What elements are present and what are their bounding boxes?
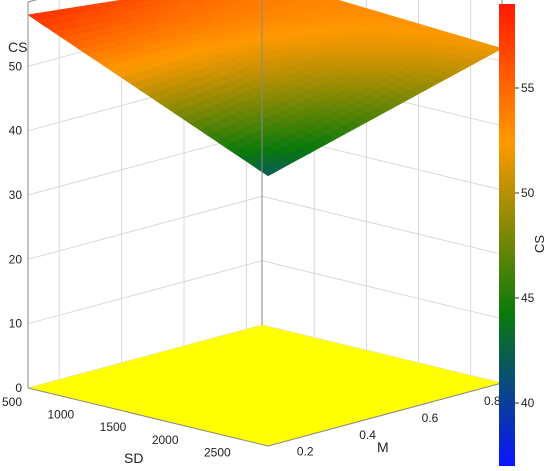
colorbar-tick-label: 45: [521, 291, 535, 305]
z-tick-label: 50: [9, 59, 23, 73]
y-tick-label: 0.4: [359, 428, 376, 442]
surface-patch: [258, 165, 277, 177]
x-axis-label: SD: [124, 450, 143, 466]
floor-fill: [28, 325, 502, 446]
y-tick-label: 0.8: [484, 394, 501, 408]
y-tick-label: 0.6: [422, 411, 439, 425]
colorbar-tick-label: 50: [521, 186, 535, 200]
colorbar-label: CS: [532, 235, 547, 253]
x-tick-label: 1000: [47, 408, 74, 422]
box-edge: [267, 382, 503, 447]
colorbar-gradient: [499, 4, 515, 466]
response-surface: [27, 0, 503, 177]
colorbar-tick-label: 55: [521, 81, 535, 95]
z-axis-label: CS: [8, 39, 27, 55]
y-axis-label: M: [377, 439, 389, 455]
tick-labels: 0 10 20 30 40 50 500 1000 1500 2000 2500 0.2 0.4 0.6 0…: [2, 59, 501, 459]
floor-plane: [28, 325, 502, 446]
x-tick-label: 2000: [152, 433, 179, 447]
z-tick-label: 30: [9, 188, 23, 202]
colorbar: 40 45 50 55: [499, 4, 535, 466]
z-tick-label: 0: [15, 381, 22, 395]
x-tick-label: 1500: [100, 420, 127, 434]
box-edge: [27, 387, 269, 447]
x-tick-label: 2500: [204, 445, 231, 459]
x-tick-label: 500: [2, 395, 22, 409]
z-tick-label: 10: [9, 317, 23, 331]
y-tick-label: 0.2: [297, 445, 314, 459]
z-tick-label: 20: [9, 252, 23, 266]
z-tick-label: 40: [9, 124, 23, 138]
colorbar-tick-label: 40: [521, 396, 535, 410]
